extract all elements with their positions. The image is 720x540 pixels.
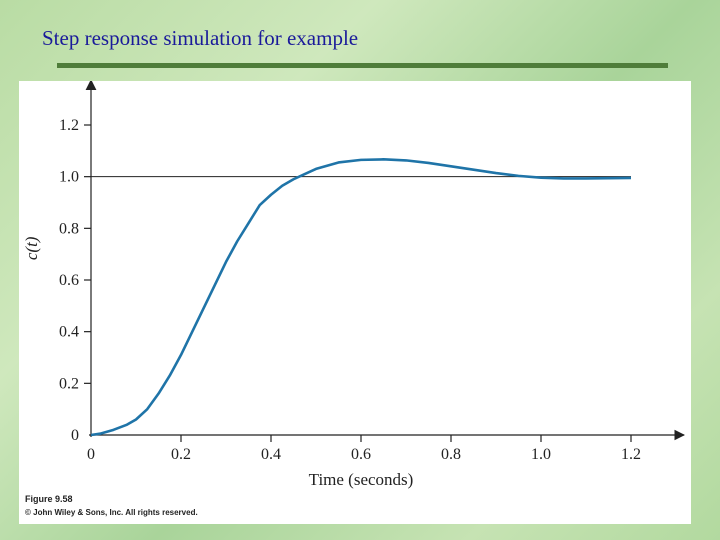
x-tick-label: 0.6 — [351, 446, 371, 463]
step-response-curve — [90, 158, 632, 437]
title-underline — [57, 63, 668, 68]
x-axis-label: Time (seconds) — [309, 470, 414, 489]
figure-number: Figure 9.58 — [25, 494, 73, 504]
figure-panel: 0 0.2 0.4 0.6 0.8 1.0 1.2 0 0.2 0.4 0.6 0.8 1.0 1.2 … — [19, 81, 691, 524]
y-axis-label: c(t) — [22, 236, 41, 260]
y-tick-label: 0.8 — [59, 220, 79, 237]
y-tick-label: 0.2 — [59, 375, 79, 392]
y-tick-label: 1.0 — [59, 169, 79, 186]
y-tick-label: 1.2 — [59, 117, 79, 134]
step-response-chart: 0 0.2 0.4 0.6 0.8 1.0 1.2 00.20.40.60.81.01.2 … — [22, 81, 686, 489]
y-tick-label: 0.4 — [59, 324, 79, 341]
x-tick-label: 0.8 — [441, 446, 461, 463]
y-tick-label: 0 — [71, 427, 79, 444]
x-tick-label: 0.2 — [171, 446, 191, 463]
x-tick-label: 0 — [87, 446, 95, 463]
x-tick-label: 1.2 — [621, 446, 641, 463]
x-tick-label: 0.4 — [261, 446, 281, 463]
x-tick-label: 1.0 — [531, 446, 551, 463]
copyright-notice: © John Wiley & Sons, Inc. All rights res… — [25, 508, 198, 517]
y-tick-label: 0.6 — [59, 272, 79, 289]
slide-title: Step response simulation for example — [42, 26, 359, 50]
